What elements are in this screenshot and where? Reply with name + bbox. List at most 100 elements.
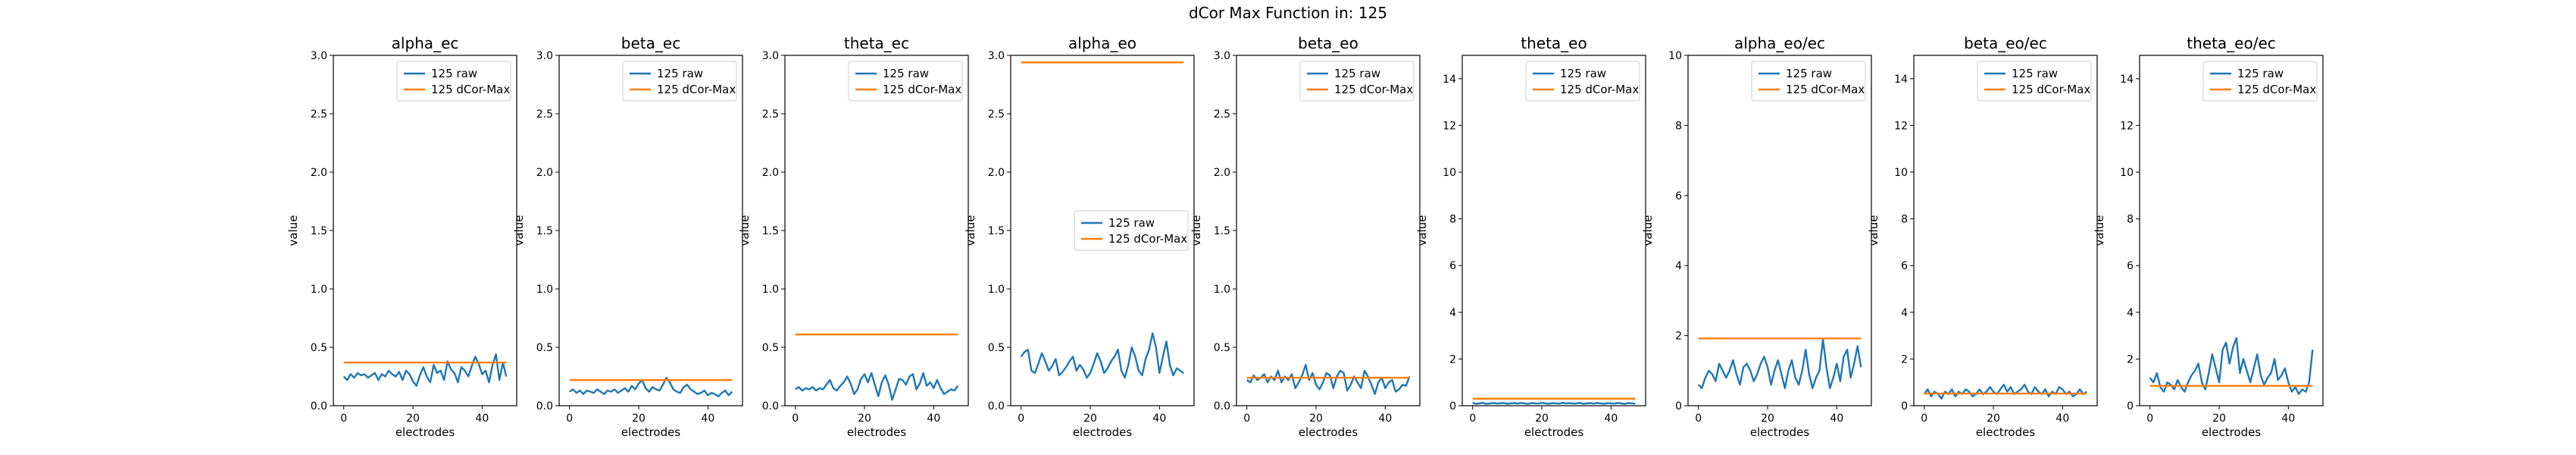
legend-label: 125 raw [431,67,477,80]
y-tick-label: 1.0 [536,284,553,296]
plot-area [785,55,968,406]
chart-panel-6: theta_eo 0 20 40 0 2 4 6 8 10 12 14 electrodes value 1… [1415,34,1646,439]
y-tick-label: 8 [1675,120,1682,132]
axes-frame [1462,55,1646,406]
series-line-raw [1020,332,1184,379]
y-tick-label: 14 [2120,74,2134,86]
y-tick-label: 2 [1449,353,1456,366]
plot-area [2140,55,2323,406]
y-tick-label: 8 [2127,214,2134,226]
plot-area [333,55,517,406]
y-tick-label: 0.0 [762,400,779,413]
legend-label: 125 dCor-Max [2237,83,2316,96]
legend-label: 125 raw [883,67,929,80]
chart-panel-3: theta_ec 0 20 40 0.0 0.5 1.0 1.5 2.0 2.5 3.0 electr… [738,34,969,439]
x-tick-label: 20 [2212,413,2226,425]
x-tick-label: 40 [2281,413,2295,425]
legend-label: 125 dCor-Max [1108,232,1187,246]
panel-title: beta_eo [1298,34,1358,52]
series-group [1923,384,2087,400]
panel-title: beta_ec [621,34,680,52]
x-tick-label: 40 [1604,413,1618,425]
legend-label: 125 raw [2012,67,2058,80]
y-tick-label: 2.5 [988,108,1005,121]
x-axis-label: electrodes [1524,425,1584,439]
y-tick-label: 0.5 [536,342,553,354]
legend-label: 125 raw [2237,67,2284,80]
x-tick-label: 0 [792,413,799,425]
x-tick-label: 20 [858,413,871,425]
series-line-raw [2149,337,2314,395]
panel-title: theta_eo [1521,34,1587,52]
y-tick-label: 2 [2127,353,2134,366]
axes-frame [1913,55,2098,406]
series-line-raw [795,372,959,401]
axes-frame [558,55,743,406]
y-tick-label: 3.0 [311,50,327,62]
x-tick-label: 0 [1018,413,1024,425]
y-tick-label: 6 [1901,260,1908,272]
x-axis-label: electrodes [1976,425,2036,439]
y-axis-label: value [512,215,526,246]
x-tick-label: 20 [1535,413,1549,425]
y-tick-label: 1.5 [1214,225,1230,237]
y-tick-label: 0 [1675,400,1682,413]
y-axis-label: value [1641,215,1655,246]
x-tick-label: 20 [1309,413,1323,425]
panel-title: beta_eo/ec [1964,34,2047,52]
y-tick-label: 0.0 [1214,400,1230,413]
y-tick-label: 0.5 [311,342,327,354]
x-tick-label: 0 [566,413,573,425]
legend: 125 raw 125 dCor-Max [1525,61,1640,102]
y-tick-label: 2.5 [536,108,553,121]
y-tick-label: 12 [2120,120,2134,132]
y-axis-label: value [964,215,977,246]
x-tick-label: 40 [701,413,714,425]
y-tick-label: 0.5 [1214,342,1230,354]
x-tick-label: 40 [1378,413,1392,425]
y-tick-label: 3.0 [536,50,553,62]
y-axis-label: value [1415,215,1429,246]
y-tick-label: 6 [2127,260,2134,272]
legend-box [396,61,511,102]
x-axis-label: electrodes [1299,425,1358,439]
legend-label: 125 dCor-Max [2012,83,2090,96]
y-tick-label: 0.0 [988,400,1005,413]
chart-panel-1: alpha_ec 0 20 40 0.0 0.5 1.0 1.5 2.0 2.5 3.0 electr… [286,34,517,439]
legend-box [2202,61,2318,102]
series-group [1246,363,1411,395]
x-tick-label: 40 [475,413,489,425]
y-tick-label: 4 [1901,307,1908,319]
panels: alpha_ec0 20 400.00.51.01.52.02.53.0electr… [286,34,2324,439]
legend-box [622,61,737,102]
legend: 125 raw 125 dCor-Max [1977,61,2092,102]
series-group [342,353,508,388]
axes-frame [2139,55,2324,406]
y-tick-label: 1.0 [762,284,779,296]
axes-frame [784,55,969,406]
axes-frame [333,55,517,406]
series-group [1020,61,1184,379]
panel-title: theta_ec [844,34,909,52]
y-tick-label: 1.0 [988,284,1005,296]
y-tick-label: 2 [1901,353,1908,366]
series-line-raw [1923,384,2087,400]
y-tick-label: 1.5 [536,225,553,237]
y-tick-label: 2 [1675,331,1682,343]
chart-panel-4: alpha_eo 0 20 40 0.0 0.5 1.0 1.5 2.0 2.5 3.0 electr… [964,34,1195,439]
y-tick-label: 2.0 [536,167,553,179]
axes-frame [1010,55,1195,406]
x-tick-label: 40 [927,413,940,425]
legend-label: 125 dCor-Max [1786,83,1865,96]
y-tick-label: 1.0 [1214,284,1230,296]
legend-label: 125 dCor-Max [431,83,510,96]
legend-label: 125 raw [1786,67,1832,80]
series-line-raw [1697,338,1862,390]
legend: 125 raw 125 dCor-Max [1751,61,1866,102]
legend-box [1977,61,2092,102]
x-axis-label: electrodes [2202,425,2262,439]
y-tick-label: 0.0 [311,400,327,413]
x-tick-label: 40 [1152,413,1166,425]
legend: 125 raw 125 dCor-Max [622,61,737,102]
y-tick-label: 3.0 [988,50,1005,62]
